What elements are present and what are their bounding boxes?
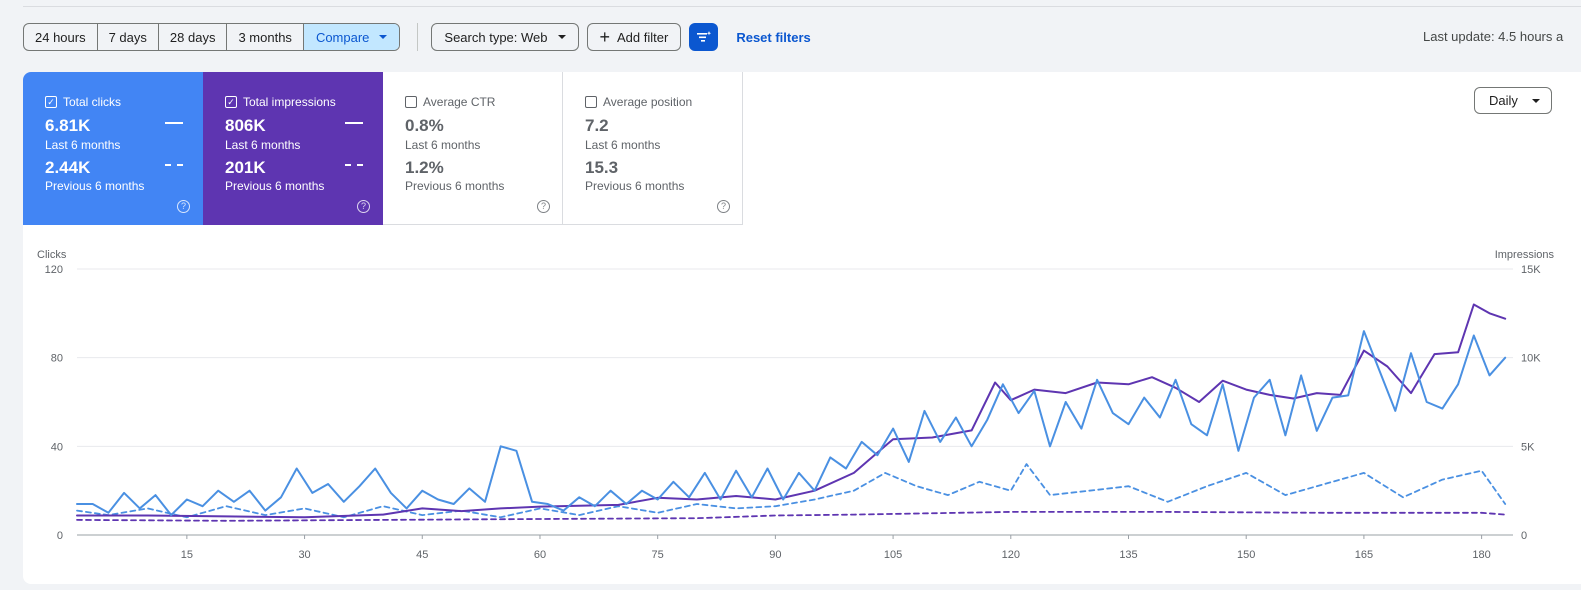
range-option-label: 3 months	[238, 29, 292, 45]
left-axis-tick: 40	[51, 441, 63, 453]
checkbox-checked-icon[interactable]: ✓	[225, 96, 237, 108]
range-option-label: 7 days	[108, 29, 147, 45]
checkbox-checked-icon[interactable]: ✓	[45, 96, 57, 108]
metric-previous-value: 15.3	[585, 158, 619, 177]
help-icon[interactable]: ?	[357, 200, 370, 213]
x-axis-tick: 15	[181, 549, 193, 561]
chevron-down-icon	[379, 35, 388, 39]
search-type-dropdown[interactable]: Search type: Web	[431, 23, 579, 51]
right-axis-label: Impressions	[1495, 249, 1555, 261]
x-axis-tick: 105	[884, 549, 902, 561]
left-axis-tick: 0	[57, 530, 63, 542]
chevron-down-icon	[557, 35, 566, 39]
metric-period: Last 6 months	[405, 138, 481, 152]
metric-previous-period: Previous 6 months	[405, 179, 505, 193]
filter-sort-icon	[696, 31, 712, 42]
right-axis-tick: 0	[1521, 530, 1527, 542]
right-axis-tick: 15K	[1521, 264, 1541, 276]
toolbar-divider	[417, 23, 419, 51]
metric-value: 0.8%	[405, 116, 444, 135]
right-axis-tick: 10K	[1521, 353, 1541, 365]
search-type-label: Search type: Web	[444, 29, 548, 45]
series-line-previous-clicks	[76, 463, 1507, 519]
date-range-selector: 24 hours 7 days 28 days 3 months Compare	[23, 23, 401, 51]
help-icon[interactable]: ?	[177, 200, 190, 213]
range-option-label: 24 hours	[35, 29, 86, 45]
metric-previous-period: Previous 6 months	[225, 179, 325, 193]
checkbox-unchecked-icon[interactable]	[405, 96, 417, 108]
series-line-total-clicks	[76, 330, 1507, 517]
metric-header: Average CTR	[405, 95, 495, 109]
checkbox-unchecked-icon[interactable]	[585, 96, 597, 108]
metric-cards: ✓ Total clicks 6.81K Last 6 months 2.44K Prev…	[23, 72, 743, 225]
metric-card-average-position[interactable]: Average position 7.2 Last 6 months 15.3 Prev…	[563, 72, 743, 225]
performance-panel: ✓ Total clicks 6.81K Last 6 months 2.44K Prev…	[23, 72, 1581, 584]
metric-header: Average position	[585, 95, 692, 109]
left-axis-label: Clicks	[37, 249, 67, 261]
x-axis-tick: 180	[1472, 549, 1490, 561]
range-option-28-days[interactable]: 28 days	[159, 24, 228, 50]
x-axis-tick: 75	[652, 549, 664, 561]
help-icon[interactable]: ?	[717, 200, 730, 213]
metric-label: Average CTR	[423, 95, 496, 109]
metric-previous-value: 201K	[225, 158, 266, 177]
granularity-label: Daily	[1489, 93, 1518, 108]
metric-header: ✓ Total impressions	[225, 95, 336, 109]
metric-previous-period: Previous 6 months	[45, 179, 145, 193]
right-axis-tick: 5K	[1521, 441, 1535, 453]
metric-period: Last 6 months	[45, 138, 121, 152]
x-axis-tick: 120	[1002, 549, 1020, 561]
metric-card-average-ctr[interactable]: Average CTR 0.8% Last 6 months 1.2% Previous…	[383, 72, 563, 225]
x-axis-tick: 135	[1119, 549, 1137, 561]
help-icon[interactable]: ?	[537, 200, 550, 213]
range-option-label: 28 days	[169, 29, 216, 45]
performance-chart: 0 0 40 5K 80 10K 120 15K Clicks Impressions 15 30 45…	[37, 249, 1555, 561]
dashed-line-legend-icon	[345, 164, 363, 166]
metric-value: 7.2	[585, 116, 609, 135]
range-option-compare[interactable]: Compare	[303, 24, 400, 50]
add-filter-label: Add filter	[617, 29, 669, 45]
top-divider	[23, 6, 1581, 7]
range-option-3-months[interactable]: 3 months	[227, 24, 304, 50]
metric-value: 806K	[225, 116, 266, 135]
metric-label: Total impressions	[243, 95, 336, 109]
solid-line-legend-icon	[345, 122, 363, 124]
metric-label: Average position	[603, 95, 693, 109]
x-axis-tick: 150	[1237, 549, 1255, 561]
filter-options-button[interactable]	[689, 23, 719, 51]
last-update-text: Last update: 4.5 hours a	[1423, 29, 1564, 44]
dashed-line-legend-icon	[165, 164, 183, 166]
x-axis-tick: 90	[769, 549, 781, 561]
left-axis-tick: 80	[51, 353, 63, 365]
x-axis-tick: 30	[298, 549, 310, 561]
filter-bar: 24 hours 7 days 28 days 3 months Compare Sea…	[23, 23, 811, 51]
left-axis-tick: 120	[45, 264, 63, 276]
chevron-down-icon	[1531, 98, 1540, 103]
metric-value: 6.81K	[45, 116, 91, 135]
x-axis-tick: 45	[416, 549, 428, 561]
granularity-dropdown[interactable]: Daily	[1474, 87, 1552, 114]
metric-previous-period: Previous 6 months	[585, 179, 685, 193]
x-axis-tick: 165	[1355, 549, 1373, 561]
metric-previous-value: 2.44K	[45, 158, 91, 177]
range-option-24-hours[interactable]: 24 hours	[24, 24, 98, 50]
metric-period: Last 6 months	[225, 138, 301, 152]
metric-header: ✓ Total clicks	[45, 95, 121, 109]
range-option-7-days[interactable]: 7 days	[98, 24, 159, 50]
plus-icon: +	[599, 27, 611, 47]
add-filter-button[interactable]: + Add filter	[586, 23, 682, 51]
metric-card-total-clicks[interactable]: ✓ Total clicks 6.81K Last 6 months 2.44K Prev…	[23, 72, 203, 225]
metric-label: Total clicks	[63, 95, 122, 109]
range-option-label: Compare	[315, 29, 370, 45]
x-axis-tick: 60	[534, 549, 546, 561]
solid-line-legend-icon	[165, 122, 183, 124]
metric-card-total-impressions[interactable]: ✓ Total impressions 806K Last 6 months 201K P…	[203, 72, 383, 225]
metric-previous-value: 1.2%	[405, 158, 444, 177]
series-line-previous-impressions	[76, 511, 1507, 522]
reset-filters-link[interactable]: Reset filters	[736, 29, 811, 45]
metric-period: Last 6 months	[585, 138, 661, 152]
